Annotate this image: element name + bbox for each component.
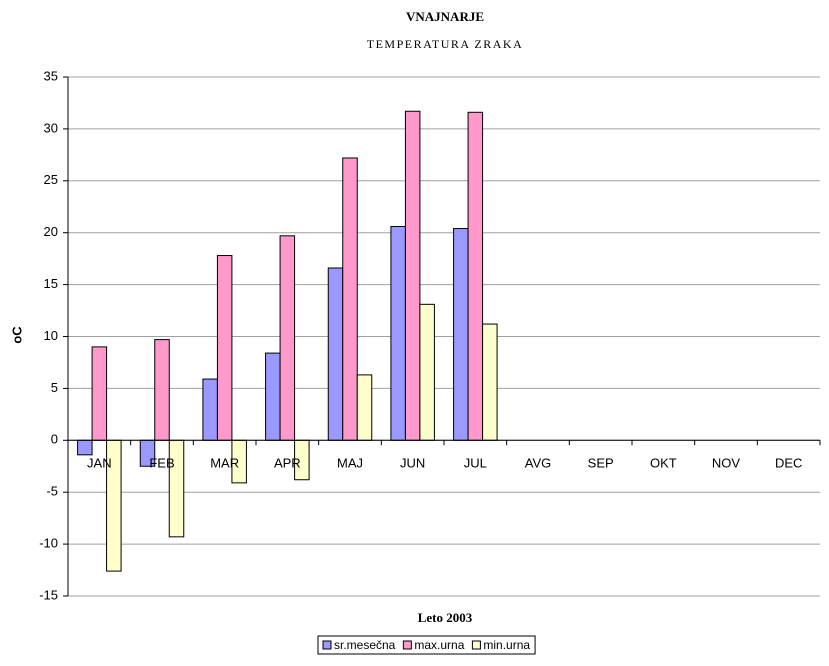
chart-title: VNAJNARJE bbox=[406, 9, 484, 24]
bar bbox=[356, 374, 373, 441]
x-tick-label: JUN bbox=[400, 456, 425, 471]
x-tick-label: DEC bbox=[775, 456, 802, 471]
x-tick-label: NOV bbox=[712, 456, 741, 471]
x-tick-label: SEP bbox=[588, 456, 614, 471]
y-tick-label: 0 bbox=[51, 432, 58, 447]
bar bbox=[202, 378, 218, 441]
y-tick-label: 10 bbox=[44, 328, 58, 343]
x-tick-label: JAN bbox=[87, 456, 112, 471]
x-tick-label: MAR bbox=[210, 456, 239, 471]
y-tick-label: 5 bbox=[51, 380, 58, 395]
bar bbox=[279, 235, 296, 441]
y-tick-label: -5 bbox=[46, 484, 58, 499]
bar bbox=[482, 323, 498, 441]
bar bbox=[467, 111, 484, 441]
bar bbox=[390, 225, 406, 441]
bar bbox=[154, 339, 170, 441]
bar bbox=[91, 346, 108, 441]
y-tick-label: -15 bbox=[39, 587, 58, 602]
y-tick-label: 30 bbox=[44, 120, 58, 135]
y-tick-label: 20 bbox=[44, 224, 58, 239]
legend-label: min.urna bbox=[483, 638, 530, 652]
x-tick-label: FEB bbox=[149, 456, 174, 471]
x-tick-label: MAJ bbox=[337, 456, 363, 471]
x-tick-label: JUL bbox=[464, 456, 487, 471]
legend-swatch bbox=[471, 640, 481, 650]
x-tick-label: AVG bbox=[525, 456, 552, 471]
chart-subtitle: TEMPERATURA ZRAKA bbox=[367, 37, 524, 51]
y-axis-label: oC bbox=[9, 326, 24, 344]
y-tick-label: 25 bbox=[44, 172, 58, 187]
y-tick-label: 35 bbox=[44, 68, 58, 83]
bar bbox=[327, 267, 344, 441]
y-tick-label: 15 bbox=[44, 276, 58, 291]
y-tick-label: -10 bbox=[39, 536, 58, 551]
legend-swatch bbox=[322, 640, 332, 650]
bar bbox=[342, 157, 358, 441]
bar bbox=[419, 303, 435, 441]
bar bbox=[453, 228, 469, 441]
bar bbox=[265, 352, 281, 441]
legend-label: max.urna bbox=[414, 638, 464, 652]
legend-label: sr.mesečna bbox=[334, 638, 396, 652]
bar bbox=[404, 110, 421, 441]
bar bbox=[216, 255, 233, 441]
legend-swatch bbox=[402, 640, 412, 650]
bar bbox=[77, 439, 93, 456]
x-tick-label: APR bbox=[274, 456, 301, 471]
x-axis-label: Leto 2003 bbox=[418, 610, 473, 625]
x-tick-label: OKT bbox=[650, 456, 677, 471]
